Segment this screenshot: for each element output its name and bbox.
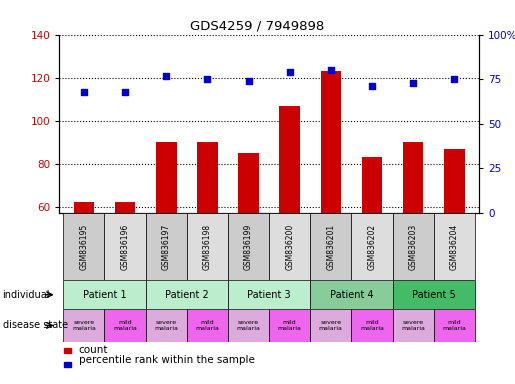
Text: Patient 1: Patient 1 (83, 290, 126, 300)
Text: mild
malaria: mild malaria (360, 320, 384, 331)
Bar (63, 213, 105, 280)
Bar (63, 309, 105, 342)
Text: count: count (79, 345, 108, 355)
Bar (310, 309, 351, 342)
Text: mild
malaria: mild malaria (113, 320, 137, 331)
Text: GSM836201: GSM836201 (327, 223, 335, 270)
Text: mild
malaria: mild malaria (442, 320, 466, 331)
Bar (351, 213, 392, 280)
Point (327, 67, 335, 73)
Bar (156, 142, 177, 213)
Point (450, 76, 458, 82)
Bar (115, 202, 135, 213)
Point (368, 83, 376, 89)
Bar (392, 213, 434, 280)
Bar (351, 309, 392, 342)
Bar (269, 309, 310, 342)
Bar (228, 280, 310, 309)
Point (121, 89, 129, 95)
Point (245, 78, 253, 84)
Bar (146, 213, 187, 280)
Bar (63, 280, 146, 309)
Bar (238, 153, 259, 213)
Text: severe
malaria: severe malaria (401, 320, 425, 331)
Text: mild
malaria: mild malaria (195, 320, 219, 331)
Bar (310, 280, 392, 309)
Bar (105, 309, 146, 342)
Text: disease state: disease state (3, 320, 67, 331)
Bar (444, 149, 465, 213)
Bar (434, 309, 475, 342)
Text: severe
malaria: severe malaria (319, 320, 343, 331)
Text: GSM836204: GSM836204 (450, 223, 459, 270)
Text: GSM836200: GSM836200 (285, 223, 294, 270)
Point (162, 73, 170, 79)
Text: percentile rank within the sample: percentile rank within the sample (79, 354, 255, 365)
Text: severe
malaria: severe malaria (236, 320, 261, 331)
Point (285, 69, 294, 75)
Text: GSM836198: GSM836198 (203, 223, 212, 270)
Bar (320, 71, 341, 213)
Point (409, 80, 417, 86)
Bar (146, 309, 187, 342)
Bar (403, 142, 423, 213)
Text: GDS4259 / 7949898: GDS4259 / 7949898 (191, 19, 324, 32)
Point (203, 76, 212, 82)
Bar (434, 213, 475, 280)
Bar (362, 157, 382, 213)
Bar (392, 309, 434, 342)
Bar (146, 280, 228, 309)
Text: GSM836203: GSM836203 (408, 223, 418, 270)
Bar (187, 213, 228, 280)
Bar (197, 142, 218, 213)
Text: Patient 4: Patient 4 (330, 290, 373, 300)
Text: GSM836195: GSM836195 (79, 223, 89, 270)
Bar (310, 213, 351, 280)
Point (80, 89, 88, 95)
Bar (74, 202, 94, 213)
Text: Patient 2: Patient 2 (165, 290, 209, 300)
Bar (105, 213, 146, 280)
Text: severe
malaria: severe malaria (72, 320, 96, 331)
Bar (279, 106, 300, 213)
Bar (269, 213, 310, 280)
Bar (228, 213, 269, 280)
Text: severe
malaria: severe malaria (154, 320, 178, 331)
Bar (228, 309, 269, 342)
Text: mild
malaria: mild malaria (278, 320, 302, 331)
Bar (392, 280, 475, 309)
Text: GSM836199: GSM836199 (244, 223, 253, 270)
Text: Patient 3: Patient 3 (247, 290, 291, 300)
Text: individual: individual (3, 290, 50, 300)
Text: Patient 5: Patient 5 (412, 290, 456, 300)
Text: GSM836196: GSM836196 (121, 223, 130, 270)
Bar (187, 309, 228, 342)
Text: GSM836197: GSM836197 (162, 223, 170, 270)
Text: GSM836202: GSM836202 (368, 223, 376, 270)
